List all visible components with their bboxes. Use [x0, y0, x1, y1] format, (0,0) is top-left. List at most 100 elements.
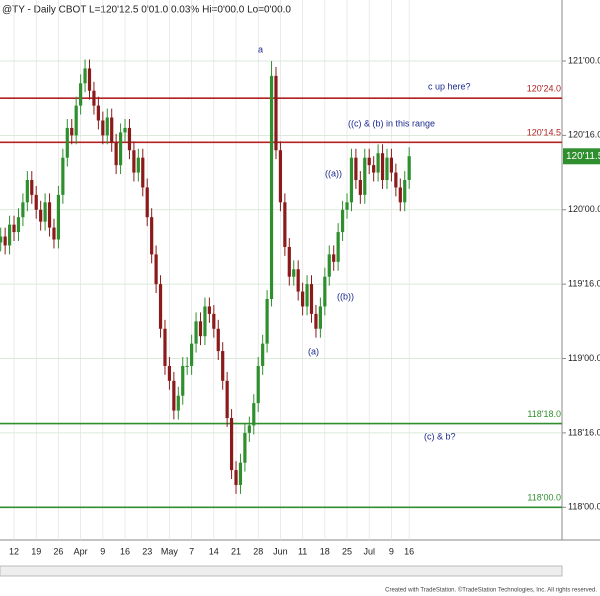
scrollbar	[0, 565, 563, 577]
candle-body	[172, 380, 176, 411]
candle-body	[30, 180, 34, 195]
candle-body	[105, 117, 109, 136]
level-label: 118'18.0	[527, 409, 561, 419]
x-tick-label: 12	[9, 546, 19, 556]
candle-body	[367, 157, 371, 166]
candle-body	[247, 425, 251, 433]
candle-body	[61, 157, 65, 195]
candle-body	[123, 127, 127, 133]
candle-body	[190, 343, 194, 366]
candle-body	[96, 105, 100, 121]
annotation: (c) & b?	[424, 431, 456, 441]
candle-body	[269, 75, 274, 300]
candle-body	[309, 284, 314, 314]
y-tick-label: 119'16.0	[568, 279, 600, 289]
level-label: 120'14.5	[527, 128, 561, 138]
last-price-label: 120'11.5	[566, 151, 600, 162]
candle-body	[296, 269, 300, 292]
candle-body	[74, 105, 78, 136]
candle-body	[229, 418, 234, 471]
candle-body	[0, 236, 3, 243]
candle-body	[336, 232, 340, 262]
candle-body	[56, 194, 61, 240]
candle-body	[314, 313, 318, 329]
candle-body	[21, 202, 25, 218]
candle-body	[252, 403, 256, 426]
x-tick-label: 18	[320, 546, 330, 556]
candle-body	[87, 68, 92, 91]
candle-body	[12, 224, 16, 233]
candle-body	[261, 343, 265, 366]
candle-body	[207, 306, 211, 314]
annotation: a	[258, 44, 263, 54]
y-tick-label: 118'16.0	[568, 427, 600, 437]
footer: Created with TradeStation. ©TradeStation…	[385, 587, 597, 594]
x-tick-label: 28	[253, 546, 263, 556]
candle-body	[385, 157, 389, 180]
candle-body	[287, 246, 291, 277]
candle-body	[150, 217, 154, 255]
candle-body	[16, 217, 21, 233]
candle-body	[323, 276, 327, 307]
x-tick-label: Apr	[74, 546, 88, 556]
candle-body	[340, 209, 345, 233]
candle-body	[114, 142, 118, 166]
candle-body	[52, 227, 56, 240]
candle-body	[376, 153, 380, 173]
candle-body	[403, 180, 407, 203]
candle-body	[345, 202, 349, 210]
candle-body	[34, 194, 38, 210]
candle-body	[92, 90, 96, 106]
x-tick-label: 11	[298, 546, 307, 556]
x-tick-label: 25	[342, 546, 352, 556]
annotation: ((a))	[325, 168, 342, 178]
candle-body	[47, 202, 52, 228]
candle-body	[176, 395, 180, 411]
candle-body	[234, 470, 238, 485]
candle-body	[127, 127, 132, 151]
x-tick-label: 9	[389, 546, 394, 556]
y-tick-label: 120'16.0	[568, 130, 600, 140]
candle-body	[265, 299, 269, 344]
x-tick-label: 19	[31, 546, 41, 556]
x-tick-label: 23	[142, 546, 152, 556]
y-tick-label: 121'00.0	[568, 55, 600, 65]
candle-body	[305, 284, 309, 307]
candle-body	[3, 236, 7, 246]
x-tick-label: 14	[209, 546, 219, 556]
candle-body	[318, 306, 322, 329]
candle-body	[79, 83, 83, 106]
x-tick-label: 26	[53, 546, 63, 556]
annotation: c up here?	[428, 81, 471, 91]
candle-body	[141, 157, 145, 188]
x-tick-label: 16	[120, 546, 130, 556]
candle-body	[278, 150, 283, 203]
candle-body	[7, 224, 12, 246]
annotation: ((c) & (b) in this range	[348, 118, 435, 128]
level-label: 118'00.0	[527, 493, 561, 503]
candle-body	[292, 269, 296, 277]
candle-body	[372, 165, 376, 173]
x-tick-label: 7	[189, 546, 194, 556]
candle-body	[83, 68, 87, 84]
candle-body	[185, 365, 189, 367]
candle-body	[194, 321, 198, 344]
level-label: 120'24.0	[527, 84, 561, 94]
candle-body	[101, 120, 105, 136]
candle-body	[110, 117, 114, 143]
candle-body	[407, 156, 411, 180]
candle-body	[39, 209, 43, 222]
chart-title: @TY - Daily CBOT L=120'12.5 0'01.0 0.03%…	[2, 5, 291, 16]
candle-body	[132, 150, 136, 173]
candle-body	[380, 153, 385, 180]
candle-body	[327, 254, 331, 277]
candle-body	[70, 127, 74, 136]
candle-body	[65, 127, 69, 158]
candle-body	[225, 380, 229, 419]
candle-body	[212, 313, 216, 329]
x-tick-label: 16	[404, 546, 414, 556]
candle-body	[25, 180, 29, 203]
candle-body	[43, 202, 47, 222]
